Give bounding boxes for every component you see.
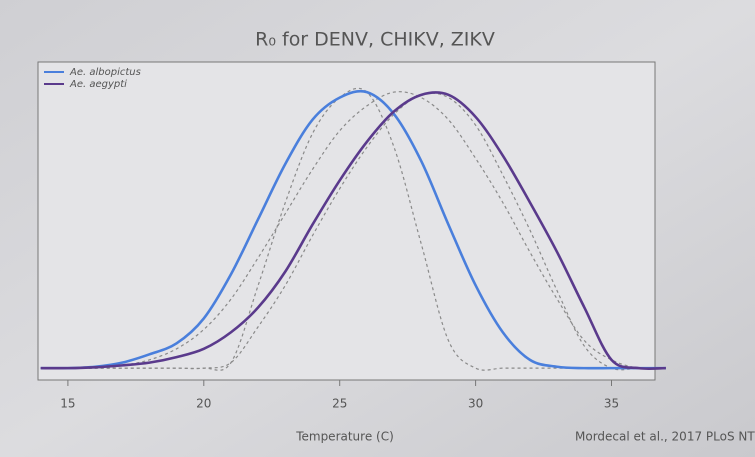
x-tick-label: 25 (332, 397, 347, 411)
series-line (40, 91, 666, 371)
legend-label: Ae. albopictus (69, 67, 141, 78)
series-line (40, 89, 666, 370)
legend-label: Ae. aegypti (69, 79, 127, 90)
x-tick-label: 35 (604, 397, 619, 411)
plot-area (37, 61, 656, 381)
x-tick-label: 30 (468, 397, 483, 411)
x-axis-label: Temperature (C) (295, 430, 394, 444)
x-tick-label: 15 (60, 397, 75, 411)
x-tick-label: 20 (196, 397, 211, 411)
chart-title: R₀ for DENV, CHIKV, ZIKV (255, 29, 495, 51)
dashed-line (40, 91, 666, 370)
source: Mordecal et al., 2017 PLoS NTD (575, 430, 755, 444)
